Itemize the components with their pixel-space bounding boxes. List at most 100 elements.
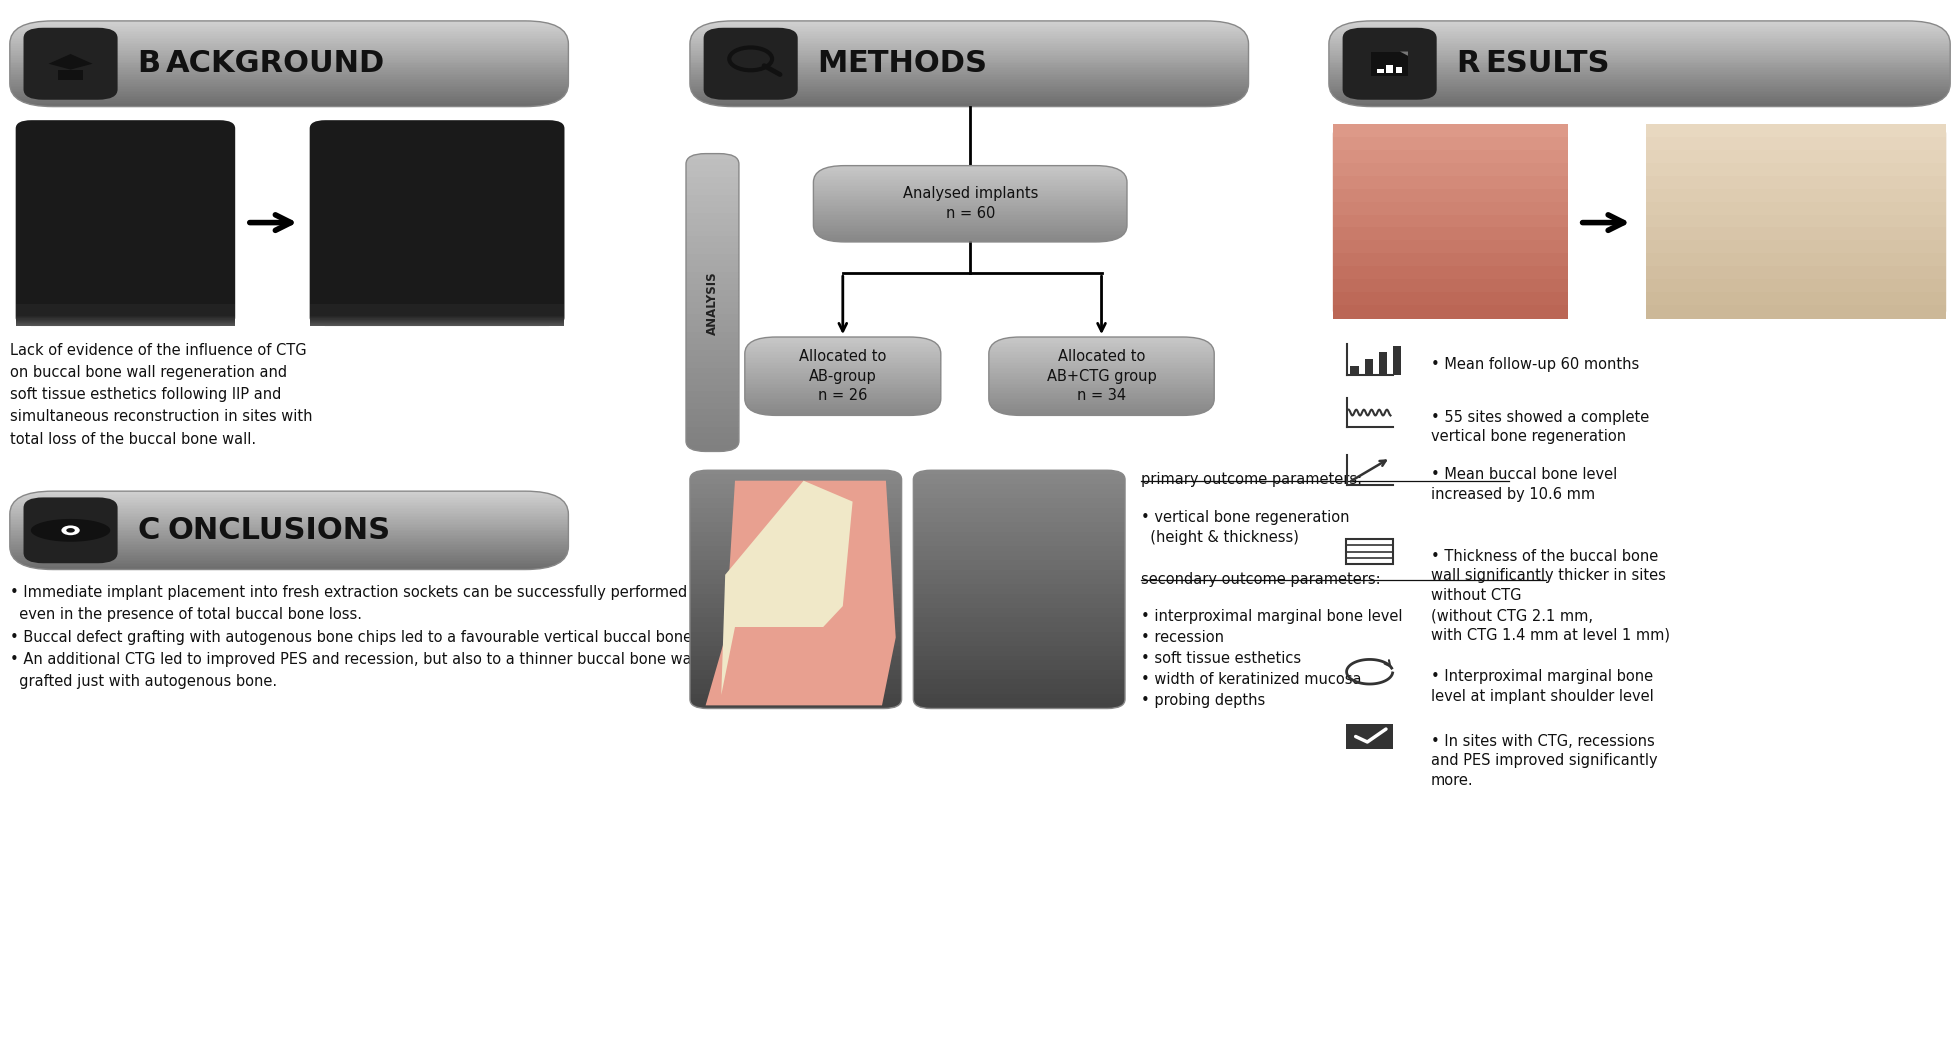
Bar — [813, 225, 1127, 227]
Text: • Mean follow-up 60 months: • Mean follow-up 60 months — [1431, 357, 1639, 372]
Bar — [16, 311, 235, 323]
Bar — [686, 159, 739, 165]
Bar — [990, 403, 1215, 405]
FancyBboxPatch shape — [24, 28, 118, 99]
Bar — [913, 575, 1125, 580]
Bar — [745, 400, 941, 402]
Bar — [686, 338, 739, 344]
Bar — [690, 584, 902, 589]
Bar — [813, 223, 1127, 225]
Bar — [10, 505, 568, 507]
Bar — [310, 304, 564, 316]
Bar — [690, 22, 1249, 24]
Bar — [745, 366, 941, 368]
Bar — [690, 545, 902, 552]
Bar — [690, 622, 902, 627]
Bar — [1329, 92, 1950, 95]
Bar — [690, 660, 902, 666]
Bar — [310, 315, 564, 325]
Bar — [745, 343, 941, 345]
Bar — [1329, 25, 1950, 28]
Bar — [690, 522, 902, 528]
Bar — [913, 480, 1125, 485]
Bar — [686, 213, 739, 219]
Bar — [745, 341, 941, 343]
Bar — [10, 40, 568, 42]
Text: ANALYSIS: ANALYSIS — [706, 272, 719, 334]
Text: ETHODS: ETHODS — [847, 49, 988, 78]
Bar — [813, 232, 1127, 234]
Bar — [686, 392, 739, 398]
Bar — [745, 387, 941, 389]
Bar — [1329, 78, 1950, 80]
FancyBboxPatch shape — [10, 21, 568, 107]
Bar — [690, 679, 902, 684]
Circle shape — [67, 528, 74, 533]
Bar — [10, 104, 568, 107]
Bar — [686, 397, 739, 403]
Bar — [990, 355, 1215, 357]
Bar — [690, 556, 902, 561]
Bar — [745, 388, 941, 390]
Text: B: B — [137, 49, 161, 78]
Bar — [10, 27, 568, 29]
Bar — [10, 56, 568, 59]
Bar — [745, 409, 941, 411]
Bar — [1329, 60, 1950, 62]
FancyBboxPatch shape — [990, 336, 1215, 415]
Bar — [10, 89, 568, 91]
Bar — [913, 508, 1125, 513]
Bar — [1329, 44, 1950, 47]
Bar — [990, 385, 1215, 387]
Bar — [10, 96, 568, 98]
Bar — [990, 391, 1215, 393]
Bar — [686, 154, 739, 160]
Bar — [913, 536, 1125, 541]
Bar — [913, 469, 1125, 475]
Bar — [10, 494, 568, 496]
Bar — [10, 554, 568, 556]
Bar — [745, 405, 941, 408]
Bar — [1329, 59, 1950, 61]
Bar — [10, 509, 568, 511]
FancyBboxPatch shape — [1646, 125, 1946, 319]
Bar — [1646, 163, 1946, 177]
Bar — [690, 513, 902, 518]
Bar — [990, 378, 1215, 380]
Bar — [686, 171, 739, 178]
Bar — [10, 51, 568, 53]
Bar — [686, 386, 739, 392]
FancyBboxPatch shape — [690, 21, 1249, 107]
Bar — [690, 83, 1249, 85]
Text: • Immediate implant placement into fresh extraction sockets can be successfully : • Immediate implant placement into fresh… — [10, 585, 851, 689]
Bar — [10, 46, 568, 48]
Text: primary outcome parameters:: primary outcome parameters: — [1141, 472, 1362, 487]
Bar — [690, 25, 1249, 28]
Bar — [990, 375, 1215, 377]
Bar — [10, 38, 568, 40]
Bar — [310, 314, 564, 324]
Text: • In sites with CTG, recessions
and PES improved significantly
more.: • In sites with CTG, recessions and PES … — [1431, 734, 1658, 788]
Bar — [690, 24, 1249, 26]
Bar — [1329, 72, 1950, 74]
Bar — [690, 78, 1249, 80]
Bar — [16, 315, 235, 326]
Bar — [686, 284, 739, 291]
Bar — [690, 527, 902, 532]
Bar — [1329, 104, 1950, 107]
Bar — [1372, 51, 1407, 76]
Bar — [813, 228, 1127, 230]
Bar — [913, 665, 1125, 671]
Bar — [690, 59, 1249, 61]
Bar — [913, 698, 1125, 703]
Bar — [990, 352, 1215, 354]
Bar — [1329, 24, 1950, 26]
Bar — [690, 44, 1249, 47]
Bar — [1329, 53, 1950, 55]
Bar — [690, 570, 902, 575]
Bar — [813, 192, 1127, 194]
Bar — [813, 203, 1127, 205]
Bar — [690, 94, 1249, 96]
Bar — [990, 336, 1215, 339]
Bar — [16, 308, 235, 320]
